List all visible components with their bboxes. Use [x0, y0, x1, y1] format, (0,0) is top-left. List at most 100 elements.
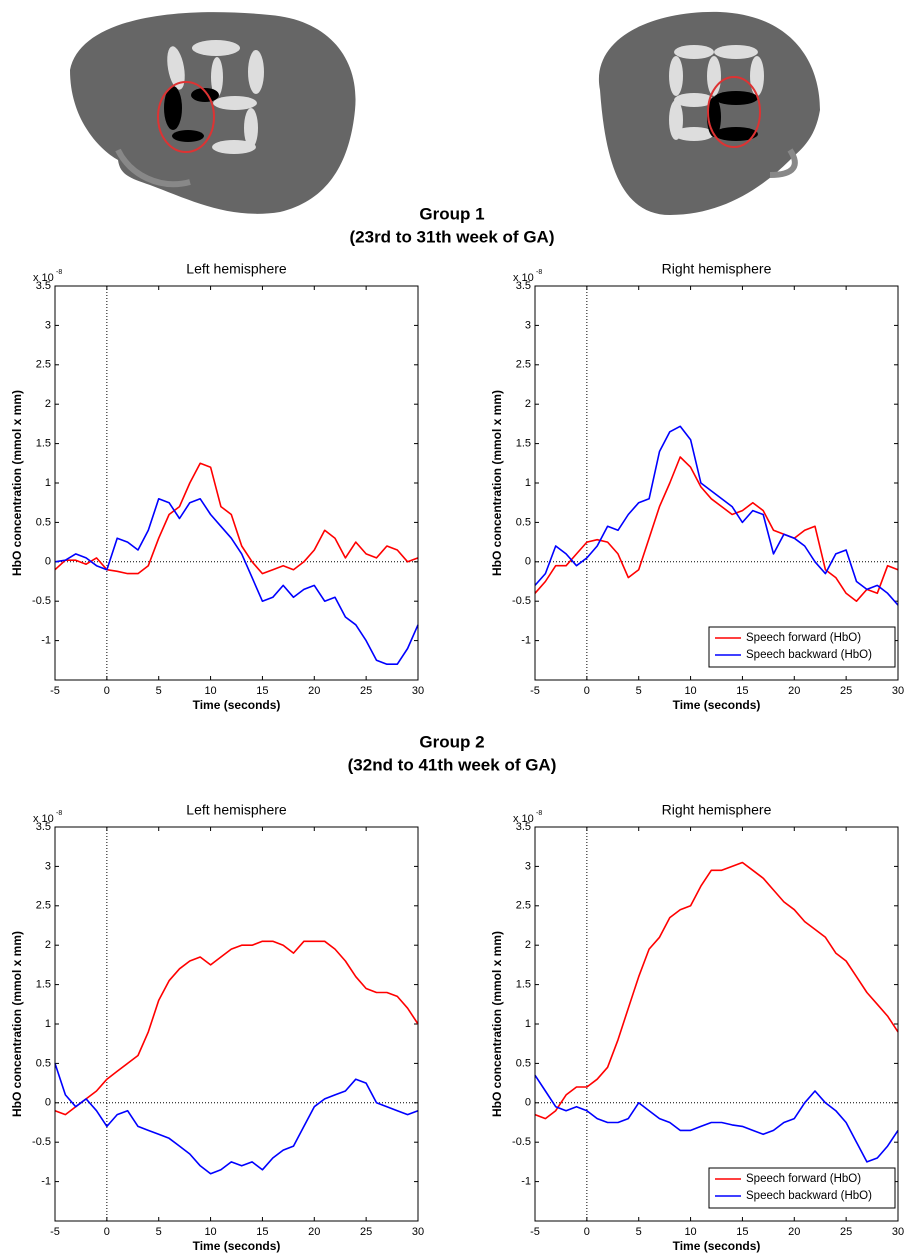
series-line	[55, 499, 418, 664]
y-tick-label: 3.5	[36, 821, 51, 833]
group-title: Group 1	[419, 204, 484, 223]
y-tick-label: 2.5	[516, 359, 531, 371]
x-tick-label: 30	[412, 685, 424, 697]
y-axis-label: HbO concentration (mmol x mm)	[10, 931, 24, 1117]
x-tick-label: 20	[308, 685, 320, 697]
x-tick-label: 30	[892, 685, 904, 697]
y-tick-label: 1	[525, 1018, 531, 1030]
x-axis-label: Time (seconds)	[193, 698, 281, 712]
y-tick-label: 3	[525, 319, 531, 331]
x-tick-label: 10	[684, 685, 696, 697]
chart-title: Right hemisphere	[662, 261, 772, 277]
y-axis-label: HbO concentration (mmol x mm)	[490, 390, 504, 576]
series-line	[535, 457, 898, 601]
x-tick-label: 10	[684, 1226, 696, 1238]
x-tick-label: 5	[156, 685, 162, 697]
series-line	[535, 426, 898, 605]
x-tick-label: 15	[736, 685, 748, 697]
y-tick-label: 0	[525, 1097, 531, 1109]
y-tick-label: -1	[521, 1176, 531, 1188]
x-tick-label: 5	[636, 1226, 642, 1238]
y-axis-label: HbO concentration (mmol x mm)	[10, 390, 24, 576]
y-tick-label: -0.5	[32, 1136, 51, 1148]
y-tick-label: 2.5	[36, 359, 51, 371]
y-tick-label: 1.5	[516, 979, 531, 991]
x-tick-label: 20	[788, 685, 800, 697]
y-tick-label: 2	[45, 398, 51, 410]
y-tick-label: 1	[45, 1018, 51, 1030]
x-tick-label: -5	[530, 685, 540, 697]
x-tick-label: 25	[360, 685, 372, 697]
y-exponent: -8	[56, 269, 62, 276]
x-tick-label: -5	[530, 1226, 540, 1238]
series-line	[535, 1075, 898, 1162]
y-tick-label: 1.5	[516, 438, 531, 450]
y-tick-label: 0.5	[36, 1057, 51, 1069]
y-tick-label: 0	[525, 556, 531, 568]
x-tick-label: 0	[584, 1226, 590, 1238]
y-tick-label: 2	[45, 939, 51, 951]
y-tick-label: -0.5	[512, 595, 531, 607]
x-tick-label: 25	[360, 1226, 372, 1238]
y-tick-label: -1	[41, 635, 51, 647]
x-tick-label: 25	[840, 685, 852, 697]
series-line	[55, 941, 418, 1114]
y-tick-label: 3	[45, 860, 51, 872]
y-tick-label: 1	[45, 477, 51, 489]
x-tick-label: 30	[892, 1226, 904, 1238]
y-tick-label: 2.5	[516, 900, 531, 912]
x-tick-label: 10	[204, 685, 216, 697]
figure: Group 1 (23rd to 31th week of GA) Group …	[0, 0, 904, 1255]
x-tick-label: 0	[104, 685, 110, 697]
x-tick-label: 0	[104, 1226, 110, 1238]
series-line	[535, 863, 898, 1119]
y-tick-label: 1.5	[36, 979, 51, 991]
legend-label: Speech backward (HbO)	[746, 1190, 872, 1202]
y-tick-label: -0.5	[512, 1136, 531, 1148]
x-tick-label: 0	[584, 685, 590, 697]
x-tick-label: 10	[204, 1226, 216, 1238]
y-tick-label: 3.5	[36, 280, 51, 292]
group-subtitle: (23rd to 31th week of GA)	[350, 227, 555, 246]
chart-title: Left hemisphere	[186, 802, 287, 818]
y-tick-label: 2.5	[36, 900, 51, 912]
axes-box	[535, 827, 898, 1221]
y-tick-label: 1.5	[36, 438, 51, 450]
x-tick-label: 15	[256, 1226, 268, 1238]
y-tick-label: 0.5	[516, 1057, 531, 1069]
x-tick-label: 25	[840, 1226, 852, 1238]
x-tick-label: 15	[736, 1226, 748, 1238]
y-tick-label: 1	[525, 477, 531, 489]
series-line	[55, 1063, 418, 1173]
brain-right	[599, 12, 820, 215]
legend-label: Speech forward (HbO)	[746, 632, 861, 644]
y-tick-label: 2	[525, 398, 531, 410]
y-tick-label: -0.5	[32, 595, 51, 607]
y-tick-label: 2	[525, 939, 531, 951]
y-tick-label: -1	[521, 635, 531, 647]
y-exponent: -8	[536, 810, 542, 817]
y-axis-label: HbO concentration (mmol x mm)	[490, 931, 504, 1117]
x-tick-label: 5	[636, 685, 642, 697]
y-exponent: -8	[536, 269, 542, 276]
x-tick-label: -5	[50, 1226, 60, 1238]
legend-label: Speech forward (HbO)	[746, 1173, 861, 1185]
y-exponent: -8	[56, 810, 62, 817]
axes-box	[55, 827, 418, 1221]
y-tick-label: 3.5	[516, 821, 531, 833]
y-tick-label: -1	[41, 1176, 51, 1188]
chart-title: Right hemisphere	[662, 802, 772, 818]
series-line	[55, 463, 418, 573]
legend-label: Speech backward (HbO)	[746, 649, 872, 661]
x-axis-label: Time (seconds)	[673, 698, 761, 712]
y-tick-label: 3	[45, 319, 51, 331]
y-tick-label: 0.5	[36, 516, 51, 528]
group-title: Group 2	[419, 732, 484, 751]
axes-box	[55, 286, 418, 680]
chart-title: Left hemisphere	[186, 261, 287, 277]
y-tick-label: 3	[525, 860, 531, 872]
x-axis-label: Time (seconds)	[193, 1239, 281, 1253]
group-subtitle: (32nd to 41th week of GA)	[348, 755, 557, 774]
x-tick-label: 30	[412, 1226, 424, 1238]
x-tick-label: 15	[256, 685, 268, 697]
